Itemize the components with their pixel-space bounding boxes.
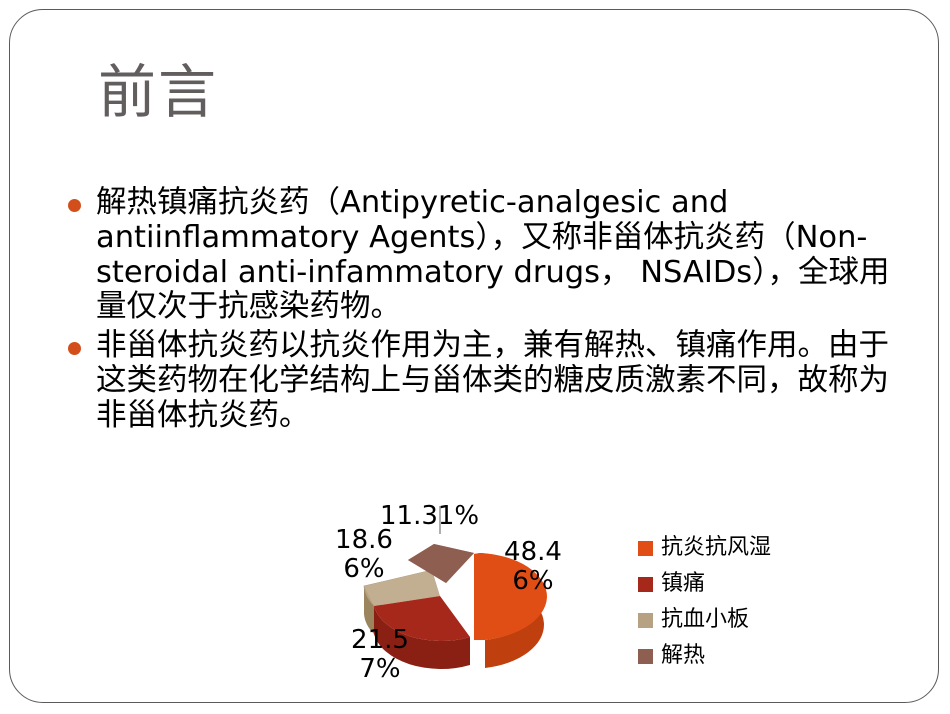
- slice-top-kangyan-body: [474, 553, 548, 641]
- legend-swatch-icon: [638, 648, 653, 664]
- pie-data-label-zhengtong: 21.5 7%: [351, 625, 409, 685]
- bullet-text: 解热镇痛抗炎药（Antipyretic-analgesic and antiin…: [96, 185, 890, 325]
- pie-data-label-kangxuexiaoban: 18.6 6%: [335, 525, 393, 585]
- legend-item-kangxuexiaoban: 抗血小板: [638, 602, 838, 638]
- legend-item-label: 镇痛: [661, 571, 706, 596]
- slice-side-zhengtong: [374, 606, 470, 669]
- pie-data-label-jiere: 11.31%: [380, 501, 480, 531]
- bullet-list: 解热镇痛抗炎药（Antipyretic-analgesic and antiin…: [60, 185, 892, 437]
- slice-top-jiere-2: [408, 544, 474, 583]
- legend-item-label: 抗炎抗风湿: [661, 535, 772, 560]
- slice-side-kangxuexiaoban: [364, 586, 374, 634]
- slice-top-zhengtong: [374, 596, 470, 641]
- list-item: 非甾体抗炎药以抗炎作用为主，兼有解热、镇痛作用。由于这类药物在化学结构上与甾体类…: [60, 328, 892, 433]
- legend-item-zhengtong: 镇痛: [638, 566, 838, 602]
- legend-item-label: 解热: [661, 643, 706, 668]
- pie-data-label-kangyan: 48.4 6%: [504, 537, 562, 597]
- legend-swatch-icon: [638, 612, 653, 628]
- slice-top-kangxuexiaoban-3: [364, 570, 440, 606]
- bullet-text: 非甾体抗炎药以抗炎作用为主，兼有解热、镇痛作用。由于这类药物在化学结构上与甾体类…: [96, 328, 889, 433]
- pie-svg: [363, 506, 548, 669]
- list-item: 解热镇痛抗炎药（Antipyretic-analgesic and antiin…: [60, 185, 892, 325]
- legend-item-kangyan: 抗炎抗风湿: [638, 530, 838, 566]
- legend-swatch-icon: [638, 576, 653, 592]
- chart-legend: 抗炎抗风湿 镇痛 抗血小板 解热: [638, 530, 838, 674]
- legend-item-label: 抗血小板: [661, 607, 750, 632]
- page-title: 前言: [98, 58, 219, 126]
- pie-chart: 48.4 6% 21.5 7% 18.6 6% 11.31% 抗炎抗风湿 镇痛 …: [322, 498, 842, 710]
- bullet-dot-icon: [68, 199, 81, 212]
- pie-graphic: 48.4 6% 21.5 7% 18.6 6% 11.31%: [322, 498, 622, 710]
- legend-swatch-icon: [638, 540, 653, 556]
- legend-item-jiere: 解热: [638, 638, 838, 674]
- bullet-dot-icon: [68, 342, 81, 356]
